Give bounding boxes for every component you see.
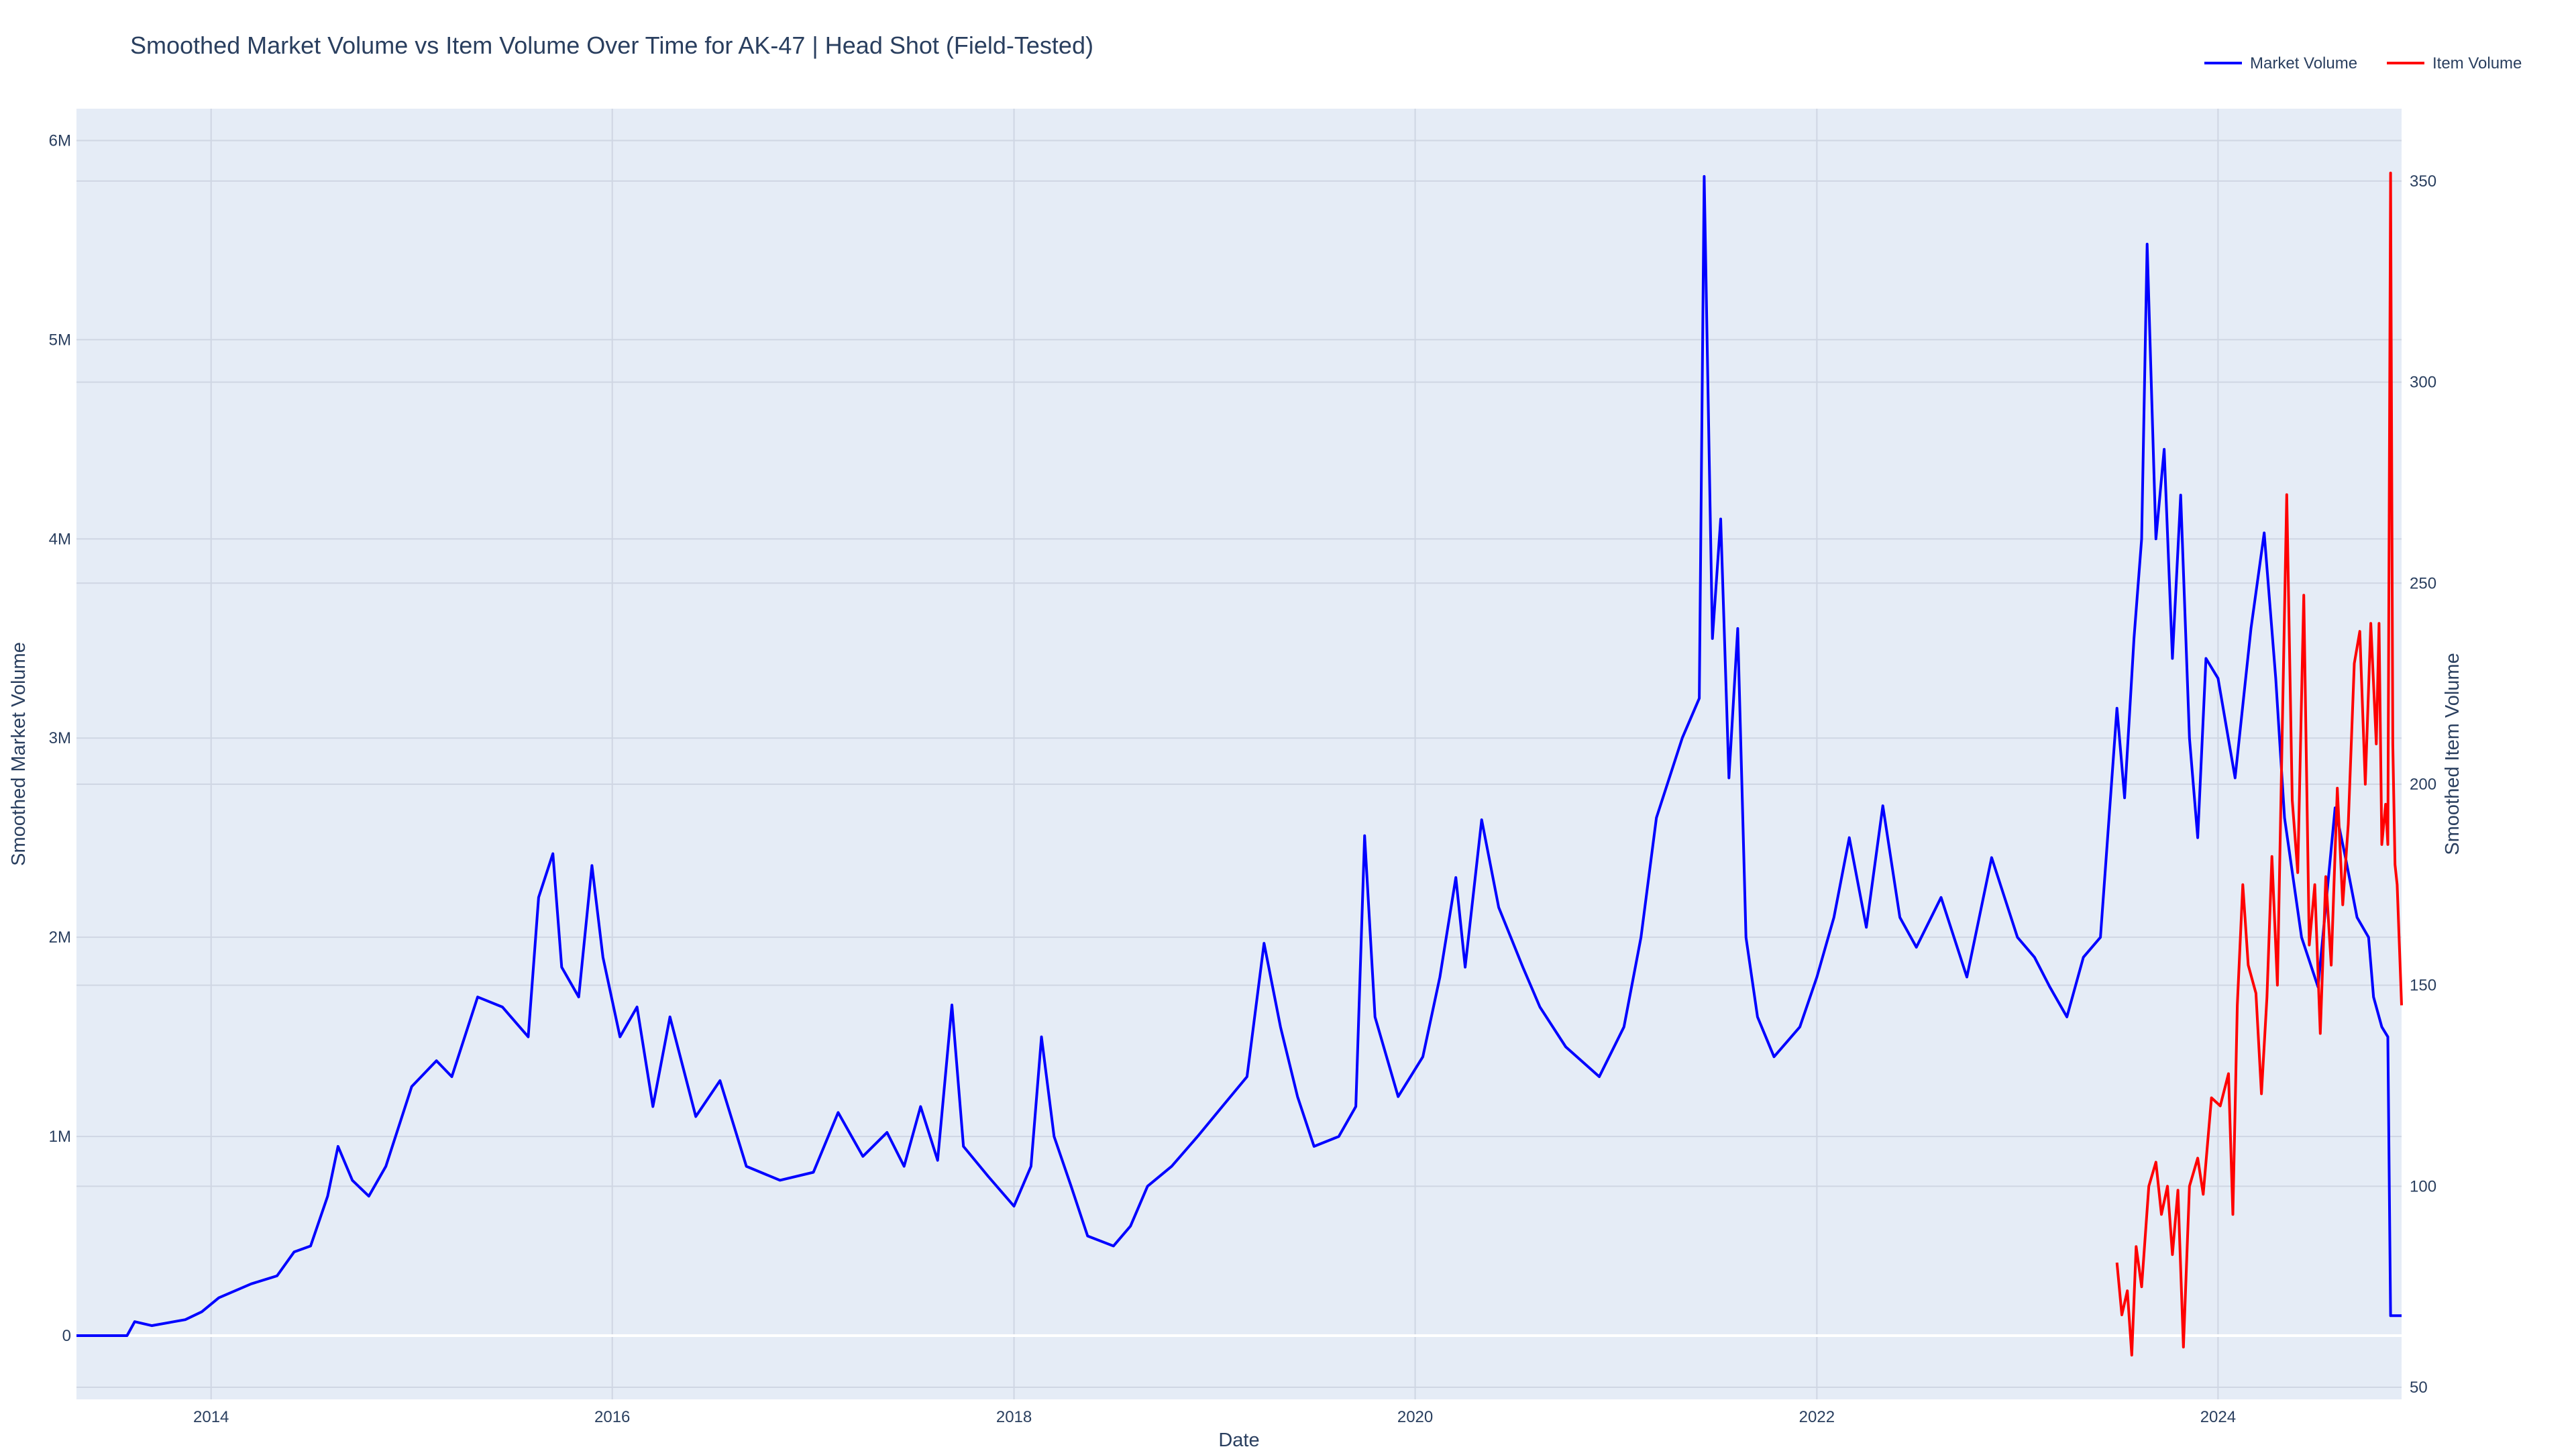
y2-tick-label: 100 [2410,1177,2436,1195]
legend-label-item-volume: Item Volume [2432,54,2522,72]
y2-tick-label: 200 [2410,775,2436,794]
x-tick-label: 2024 [2200,1408,2236,1426]
y-tick-label: 1M [49,1128,71,1146]
y2-tick-label: 50 [2410,1379,2428,1397]
x-tick-label: 2014 [193,1408,229,1426]
x-tick-label: 2022 [1799,1408,1835,1426]
x-tick-label: 2020 [1397,1408,1433,1426]
y2-tick-label: 350 [2410,172,2436,191]
y-tick-label: 0 [62,1327,71,1345]
legend[interactable]: Market Volume Item Volume [2204,54,2522,72]
y-tick-label: 3M [49,729,71,747]
legend-label-market-volume: Market Volume [2250,54,2357,72]
x-tick-label: 2018 [996,1408,1032,1426]
y2-tick-label: 250 [2410,574,2436,592]
series-layer [76,171,2403,1357]
y-tick-label: 4M [49,530,71,548]
y2-tick-label: 300 [2410,374,2436,392]
y-tick-label: 2M [49,928,71,947]
y2-axis-title: Smoothed Item Volume [2442,653,2463,855]
chart-title: Smoothed Market Volume vs Item Volume Ov… [130,32,1093,59]
series-line-item-volume [2115,171,2403,1357]
x-axis-title: Date [1218,1430,1259,1449]
y-axis-title: Smoothed Market Volume [8,642,30,866]
y-tick-label: 6M [49,132,71,150]
series-line-market-volume [76,175,2402,1337]
x-tick-label: 2016 [594,1408,630,1426]
y2-tick-label: 150 [2410,977,2436,995]
tick-labels: 2014 2016 2018 2020 2022 2024 0 1M 2M 3M 4M 5M 6M 50 1… [49,132,2436,1426]
gridlines [76,109,2402,1399]
y-tick-label: 5M [49,331,71,349]
plot-area [76,109,2402,1399]
